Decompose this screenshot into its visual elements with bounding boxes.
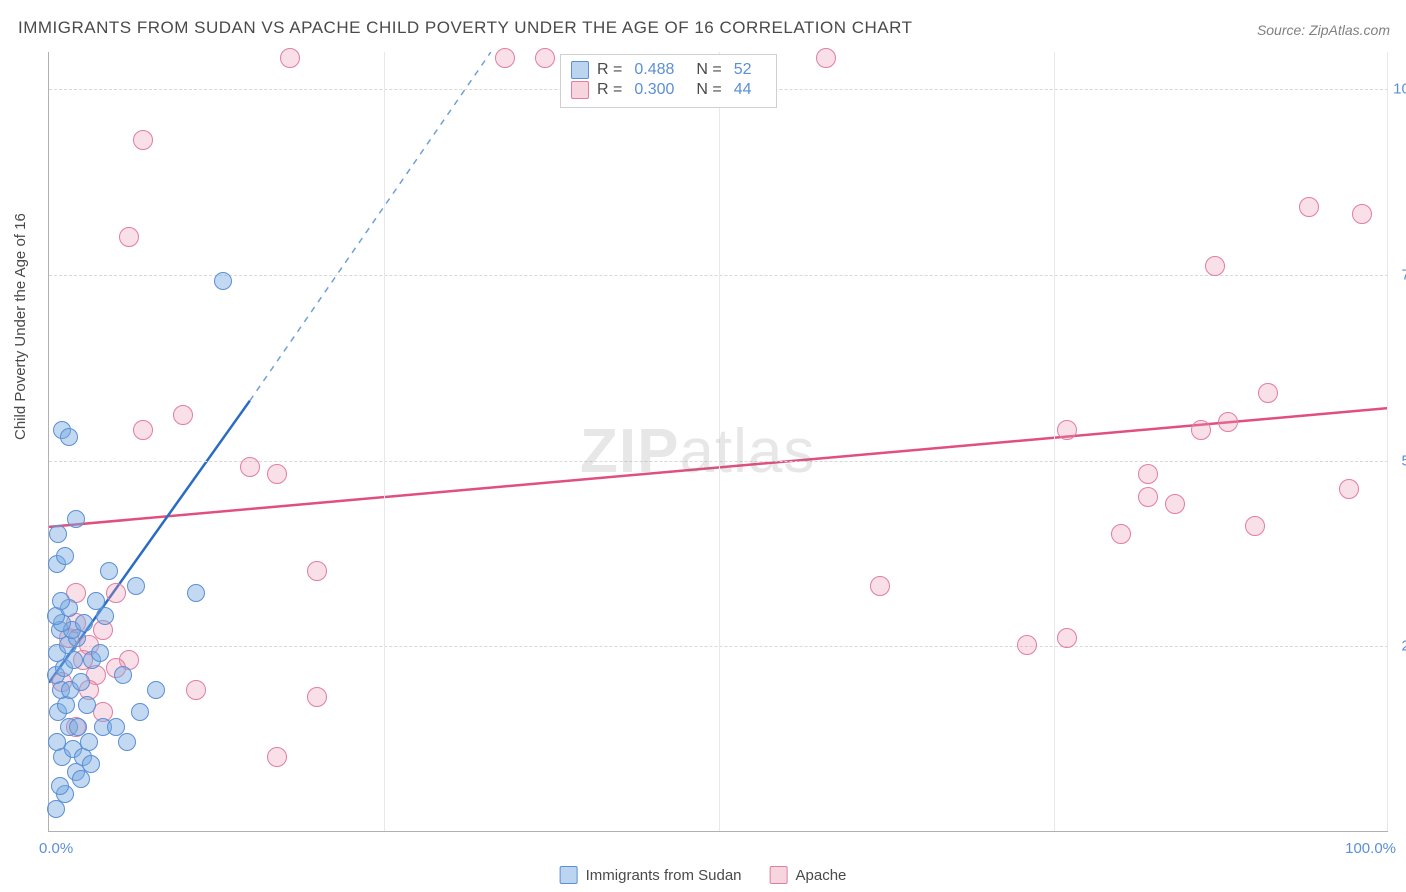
chart-title: IMMIGRANTS FROM SUDAN VS APACHE CHILD PO… (18, 18, 912, 38)
data-point-pink (1245, 516, 1265, 536)
data-point-pink (495, 48, 515, 68)
data-point-pink (1258, 383, 1278, 403)
data-point-blue (118, 733, 136, 751)
data-point-pink (307, 561, 327, 581)
legend-swatch-pink (770, 866, 788, 884)
legend-label-blue: Immigrants from Sudan (586, 867, 742, 884)
data-point-blue (49, 525, 67, 543)
data-point-blue (96, 607, 114, 625)
y-tick-label: 50.0% (1401, 452, 1406, 469)
data-point-blue (100, 562, 118, 580)
data-point-pink (1057, 420, 1077, 440)
data-point-blue (80, 733, 98, 751)
data-point-blue (48, 733, 66, 751)
data-point-pink (1352, 204, 1372, 224)
data-point-pink (1299, 197, 1319, 217)
data-point-blue (69, 718, 87, 736)
gridline-v (384, 52, 385, 831)
data-point-pink (816, 48, 836, 68)
data-point-pink (173, 405, 193, 425)
n-value-blue: 52 (734, 61, 752, 79)
data-point-pink (1218, 412, 1238, 432)
r-label: R = (597, 61, 622, 79)
correlation-legend: R = 0.488 N = 52 R = 0.300 N = 44 (560, 54, 777, 108)
n-label: N = (696, 61, 721, 79)
data-point-blue (82, 755, 100, 773)
legend-row-pink: R = 0.300 N = 44 (571, 81, 766, 99)
series-legend: Immigrants from Sudan Apache (560, 866, 847, 884)
data-point-pink (1165, 494, 1185, 514)
data-point-pink (267, 464, 287, 484)
data-point-blue (147, 681, 165, 699)
legend-item-pink: Apache (770, 866, 847, 884)
n-value-pink: 44 (734, 81, 752, 99)
data-point-pink (280, 48, 300, 68)
legend-swatch-blue (560, 866, 578, 884)
data-point-pink (1111, 524, 1131, 544)
data-point-blue (91, 644, 109, 662)
x-tick-end: 100.0% (1345, 840, 1396, 857)
y-tick-label: 25.0% (1401, 638, 1406, 655)
r-label: R = (597, 81, 622, 99)
n-label: N = (696, 81, 721, 99)
gridline-v (1054, 52, 1055, 831)
data-point-blue (214, 272, 232, 290)
data-point-pink (240, 457, 260, 477)
x-tick-start: 0.0% (39, 840, 73, 857)
data-point-pink (535, 48, 555, 68)
data-point-pink (267, 747, 287, 767)
plot-area: 25.0%50.0%75.0%100.0%0.0%100.0% (48, 52, 1388, 832)
r-value-blue: 0.488 (634, 61, 674, 79)
data-point-pink (1191, 420, 1211, 440)
data-point-pink (1138, 487, 1158, 507)
data-point-pink (133, 420, 153, 440)
data-point-pink (870, 576, 890, 596)
data-point-pink (106, 583, 126, 603)
legend-swatch-blue (571, 61, 589, 79)
legend-swatch-pink (571, 81, 589, 99)
data-point-pink (1017, 635, 1037, 655)
data-point-blue (187, 584, 205, 602)
data-point-blue (67, 510, 85, 528)
gridline-v (719, 52, 720, 831)
y-tick-label: 75.0% (1401, 266, 1406, 283)
data-point-blue (72, 673, 90, 691)
data-point-pink (119, 227, 139, 247)
data-point-blue (60, 428, 78, 446)
data-point-pink (186, 680, 206, 700)
data-point-pink (1138, 464, 1158, 484)
data-point-pink (1339, 479, 1359, 499)
data-point-pink (133, 130, 153, 150)
r-value-pink: 0.300 (634, 81, 674, 99)
source-attribution: Source: ZipAtlas.com (1257, 22, 1390, 38)
data-point-blue (78, 696, 96, 714)
data-point-blue (131, 703, 149, 721)
data-point-pink (1057, 628, 1077, 648)
y-tick-label: 100.0% (1393, 81, 1406, 98)
data-point-pink (1205, 256, 1225, 276)
data-point-blue (51, 777, 69, 795)
legend-item-blue: Immigrants from Sudan (560, 866, 742, 884)
data-point-blue (75, 614, 93, 632)
data-point-pink (307, 687, 327, 707)
data-point-blue (114, 666, 132, 684)
legend-label-pink: Apache (796, 867, 847, 884)
legend-row-blue: R = 0.488 N = 52 (571, 61, 766, 79)
y-axis-label: Child Poverty Under the Age of 16 (12, 213, 29, 440)
data-point-blue (127, 577, 145, 595)
data-point-blue (56, 547, 74, 565)
data-point-blue (52, 592, 70, 610)
